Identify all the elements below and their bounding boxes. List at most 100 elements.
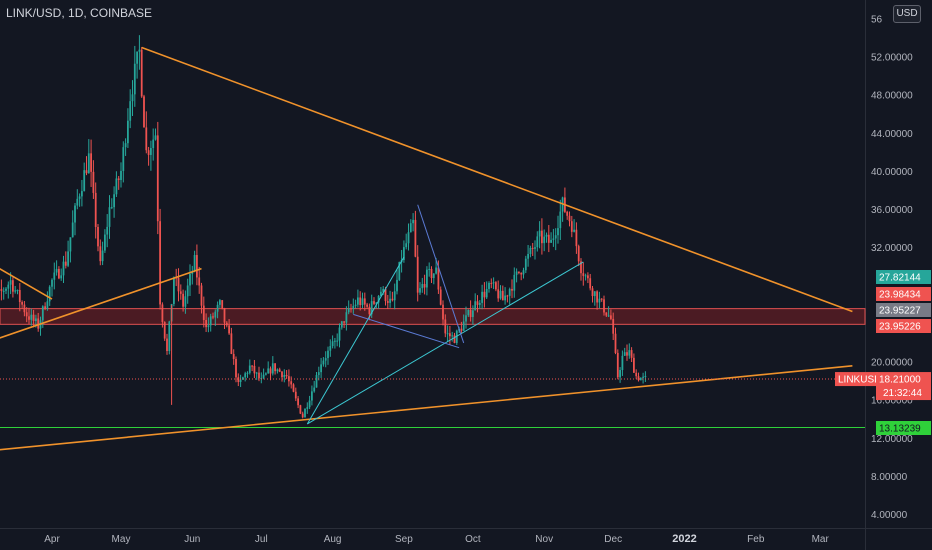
candle-body [315, 375, 318, 388]
candle-body [244, 373, 247, 378]
candle-body [159, 221, 161, 305]
candle-body [416, 256, 419, 293]
candle-body [520, 272, 523, 275]
candle-body [582, 273, 585, 276]
candle-body [136, 51, 138, 64]
candle-body [605, 312, 608, 316]
candle-body [262, 374, 265, 378]
candle-body [71, 222, 74, 238]
candle-body [485, 288, 488, 298]
candle-body [589, 278, 592, 289]
candle-body [219, 300, 221, 305]
candle-body [398, 262, 401, 280]
candle-body [478, 302, 481, 305]
candle-body [403, 247, 405, 260]
candle-body [354, 304, 357, 306]
candle-body [306, 407, 309, 409]
y-tick-label: 36.00000 [871, 205, 913, 216]
candle-body [48, 286, 51, 302]
candle-body [322, 360, 325, 365]
x-tick-label: 2022 [672, 533, 696, 545]
candle-body [320, 364, 322, 373]
candle-body [345, 312, 348, 323]
candle-body [14, 290, 17, 292]
candle-body [145, 127, 148, 151]
candle-body [23, 304, 26, 313]
candle-body [474, 301, 477, 311]
candle-body [94, 192, 97, 227]
candle-body [265, 373, 267, 375]
candle-body [138, 49, 141, 52]
candle-body [283, 374, 286, 378]
candle-body [426, 269, 428, 288]
candle-body [639, 377, 642, 381]
candle-body [497, 289, 500, 299]
candle-body [334, 340, 336, 342]
candle-body [347, 308, 350, 313]
candle-body [331, 341, 334, 347]
candle-body [350, 308, 352, 310]
price-tag [876, 303, 931, 317]
candle-body [490, 282, 493, 284]
y-tick-label: 40.00000 [871, 167, 913, 178]
resistance-zone [0, 308, 866, 325]
candle-body [644, 375, 647, 377]
candle-body [511, 288, 513, 291]
candle-body [393, 291, 396, 301]
last-price-tag [876, 372, 931, 401]
candle-body [216, 304, 219, 312]
candle-body [301, 413, 304, 418]
x-tick-label: Nov [535, 534, 553, 545]
candle-body [405, 243, 408, 248]
candle-body [154, 135, 157, 140]
candle-body [51, 279, 53, 287]
y-tick-label: 56 [871, 14, 883, 25]
y-tick-label: 20.00000 [871, 358, 913, 369]
candle-body [543, 236, 546, 244]
candle-body [209, 316, 212, 326]
x-tick-label: Aug [324, 534, 342, 545]
candle-body [412, 219, 414, 224]
candle-body [292, 384, 295, 392]
candle-body [267, 368, 270, 374]
candle-body [113, 194, 115, 208]
candle-body [340, 321, 343, 328]
candle-body [99, 246, 102, 262]
trendline-7 [353, 313, 460, 349]
currency-button[interactable]: USD [893, 5, 921, 23]
candle-body [147, 150, 150, 155]
candle-body [223, 308, 226, 323]
candle-body [5, 288, 7, 291]
candle-body [462, 321, 465, 331]
candle-body [74, 205, 76, 223]
candle-body [274, 363, 276, 372]
y-tick-label: 32.00000 [871, 243, 913, 254]
candle-body [131, 94, 134, 102]
candle-body [253, 365, 256, 374]
candle-body [324, 358, 327, 361]
candle-body [255, 372, 258, 374]
candle-body [391, 298, 394, 301]
candle-body [32, 314, 35, 322]
candle-body [152, 139, 155, 149]
candle-body [166, 338, 168, 352]
candle-body [506, 295, 509, 297]
candle-body [313, 387, 316, 392]
candle-body [106, 226, 109, 235]
candle-body [83, 170, 86, 192]
y-tick-label: 8.00000 [871, 472, 908, 483]
candle-body [46, 301, 49, 309]
candle-body [7, 284, 10, 289]
candle-body [642, 376, 644, 378]
candle-body [541, 230, 543, 244]
candle-body [432, 273, 435, 279]
candle-body [389, 298, 391, 303]
candle-body [467, 309, 470, 316]
candle-body [557, 228, 559, 236]
trendline-8 [417, 204, 465, 344]
candle-body [69, 237, 72, 252]
candle-body [55, 268, 58, 273]
candle-body [101, 250, 104, 262]
candle-body [382, 288, 385, 292]
